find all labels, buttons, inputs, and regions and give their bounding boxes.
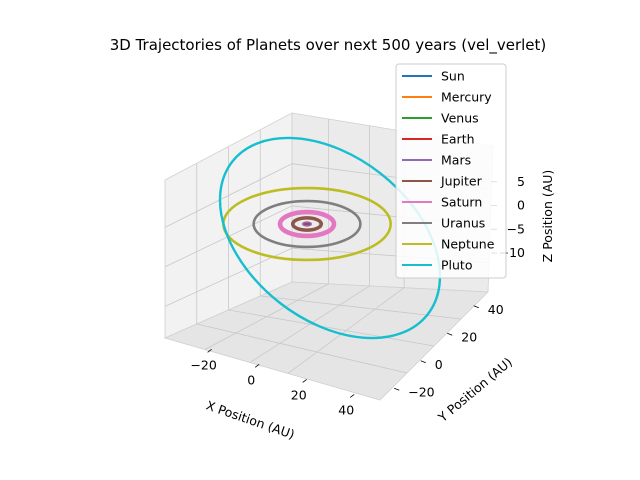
y-tick-label: 20: [461, 329, 477, 344]
z-tick-label: −5: [507, 221, 525, 236]
x-tick-label: 40: [338, 402, 354, 417]
legend: Sun Mercury Venus Earth Mars Jupiter Saturn Ura…: [395, 63, 507, 279]
orbit-uranus: [252, 199, 362, 249]
legend-label-sun: Sun: [441, 69, 465, 84]
legend-label-mars: Mars: [441, 153, 471, 168]
orbit-mars: [302, 221, 312, 227]
orbit-jupiter-band: [291, 216, 323, 232]
legend-label-pluto: Pluto: [441, 258, 472, 273]
z-axis-label: Z Position (AU): [540, 170, 555, 263]
orbit-lines: [218, 136, 442, 340]
y-tick-label: 40: [488, 302, 504, 317]
legend-label-earth: Earth: [441, 132, 475, 147]
legend-label-neptune: Neptune: [441, 237, 495, 252]
legend-label-uranus: Uranus: [441, 216, 485, 231]
z-tick-label: 5: [517, 174, 525, 189]
orbit-saturn-band: [277, 209, 337, 239]
legend-label-jupiter: Jupiter: [440, 174, 483, 189]
z-tick-label: 0: [517, 198, 525, 213]
legend-label-saturn: Saturn: [441, 195, 482, 210]
legend-label-mercury: Mercury: [441, 90, 492, 105]
x-tick-label: −20: [190, 357, 216, 372]
y-tick-label: 0: [435, 357, 443, 372]
chart-title: 3D Trajectories of Planets over next 500…: [110, 36, 547, 55]
x-tick-label: 20: [291, 387, 307, 402]
y-tick-label: −20: [408, 384, 434, 399]
x-tick-label: 0: [247, 372, 255, 387]
legend-label-venus: Venus: [441, 111, 479, 126]
orbit-pluto: [218, 136, 442, 340]
